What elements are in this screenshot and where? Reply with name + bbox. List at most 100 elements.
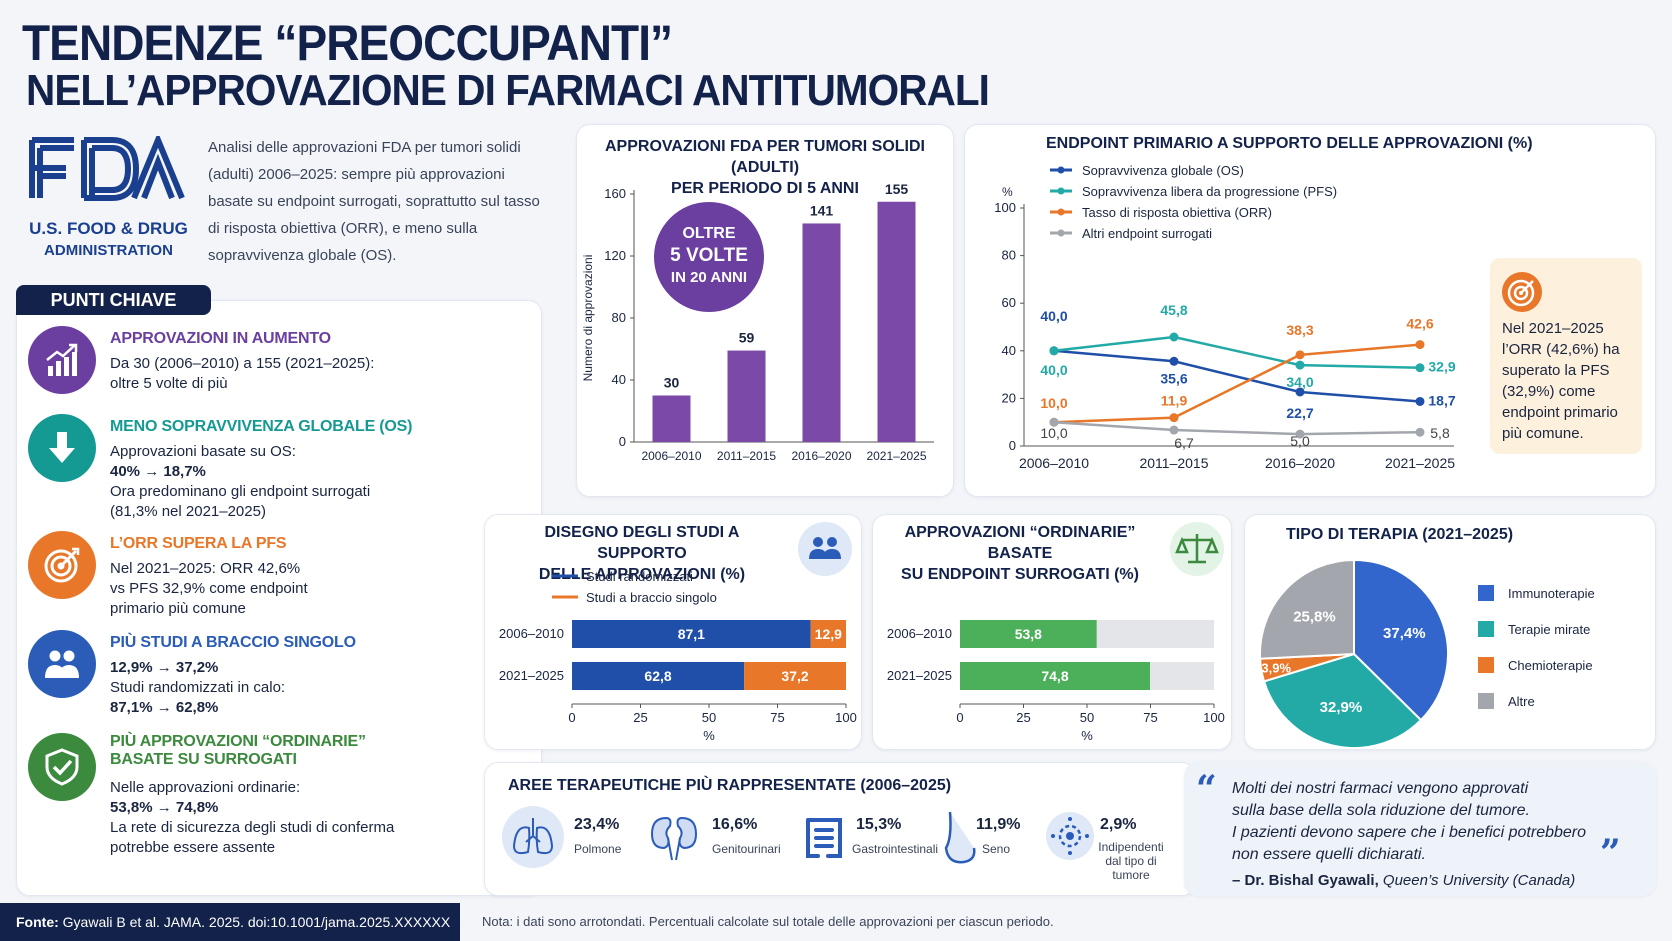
- area-label-breast: Seno: [982, 842, 1011, 856]
- y-tick-label: 0: [619, 434, 626, 449]
- data-point: [1169, 332, 1179, 342]
- kidneys-icon: [648, 810, 700, 866]
- data-point: [1169, 413, 1179, 423]
- legend-swatch: [1478, 693, 1494, 709]
- kp-line: Da 30 (2006–2010) a 155 (2021–2025):: [110, 355, 375, 372]
- areas-title: AREE TERAPEUTICHE PIÙ RAPPRESENTATE (200…: [508, 777, 952, 794]
- data-point: [1295, 360, 1305, 370]
- x-tick-label: 100: [1203, 710, 1225, 725]
- kp-body-os: Approvazioni basate su OS: 40% → 18,7% O…: [110, 442, 430, 522]
- target-icon: [28, 531, 96, 599]
- x-tick-label: 2006–2010: [641, 449, 701, 463]
- design-title-line2: DELLE APPROVAZIONI (%): [538, 566, 746, 583]
- data-point: [1415, 396, 1425, 406]
- x-axis-label: %: [1081, 728, 1093, 743]
- therapy-pie-chart: 37,4% 32,9% 3,9% 25,8% Immunoterapie Terapie …: [1259, 558, 1595, 749]
- data-label: 40,0: [1040, 308, 1067, 324]
- badge-line3: IN 20 ANNI: [670, 269, 748, 286]
- fda-logo: [26, 132, 186, 202]
- slice-label: 37,4%: [1383, 625, 1426, 642]
- badge-line2: 5 VOLTE: [670, 245, 748, 266]
- growth-chart-icon: [28, 326, 96, 394]
- area-label-gu: Genitourinari: [712, 842, 781, 856]
- y-axis-label: Numero di approvazioni: [581, 255, 595, 382]
- bar-value-label: 155: [885, 181, 909, 197]
- bar-value-label: 37,2: [781, 668, 808, 684]
- area-label-gi: Gastrointestinali: [852, 842, 939, 856]
- legend-label: Altri endpoint surrogati: [1082, 226, 1212, 241]
- bar-value-label: 53,8: [1015, 626, 1042, 642]
- legend-label: Studi randomizzati: [586, 569, 693, 584]
- bar-value-label: 141: [810, 202, 834, 218]
- bar-segment: [572, 620, 811, 648]
- bar-value-label: 12,9: [815, 626, 842, 642]
- x-tick-label: 0: [568, 710, 575, 725]
- kp-line: Nel 2021–2025: ORR 42,6%: [110, 560, 301, 577]
- data-label: 10,0: [1040, 395, 1067, 411]
- legend-marker: [1057, 229, 1065, 237]
- approvals-bar-chart: 0 40 80 120 160 Numero di approvazioni 30 2006–…: [581, 181, 934, 463]
- lungs-icon: [502, 806, 564, 868]
- bar: [877, 201, 916, 442]
- data-point: [1169, 356, 1179, 366]
- kp-line: 87,1% → 62,8%: [110, 699, 219, 716]
- x-tick-label: 2011–2015: [717, 449, 777, 463]
- key-points-card: [16, 300, 542, 896]
- quote-close-icon: ”: [1600, 832, 1621, 874]
- y-tick-label: 80: [1002, 248, 1016, 263]
- data-label: 35,6: [1160, 370, 1187, 386]
- y-tick-label: 80: [612, 310, 626, 325]
- kp-line: Nelle approvazioni ordinarie:: [110, 779, 301, 796]
- people-icon: [28, 630, 96, 698]
- quote-author: – Dr. Bishal Gyawali,: [1232, 872, 1379, 889]
- regular-bar-chart: 2006–2010 53,8 2021–2025 74,8 0 25 50 75 100%: [887, 620, 1225, 743]
- y-tick-label: 0: [1009, 438, 1016, 453]
- series-line: [1053, 343, 1421, 424]
- quote-line: I pazienti devono sapere che i benefici …: [1232, 824, 1587, 841]
- kp-body-regular: Nelle approvazioni ordinarie: 53,8% → 74…: [110, 778, 420, 858]
- x-tick-label: 100: [835, 710, 857, 725]
- bar: [802, 223, 841, 442]
- y-tick-label: 100: [994, 200, 1016, 215]
- data-point: [1295, 387, 1305, 397]
- x-tick-label: 50: [1080, 710, 1094, 725]
- pie-slice: [1353, 558, 1449, 722]
- data-label: 40,0: [1040, 362, 1067, 378]
- data-label: 5,8: [1430, 425, 1450, 441]
- footer-source: Fonte: Gyawali B et al. JAMA. 2025. doi:…: [0, 903, 460, 941]
- target-icon: [1502, 272, 1542, 312]
- approvals-title-line1: APPROVAZIONI FDA PER TUMORI SOLIDI (ADUL…: [604, 138, 925, 176]
- area-pct-breast: 11,9%: [976, 816, 1021, 833]
- fda-name-line1: U.S. FOOD & DRUG: [29, 219, 188, 238]
- legend-marker: [1057, 187, 1065, 195]
- bar-value-label: 74,8: [1041, 668, 1068, 684]
- kp-line: Ora predominano gli endpoint surrogati: [110, 483, 371, 500]
- y-tick-label: 20: [1002, 390, 1016, 405]
- area-pct-lung: 23,4%: [574, 816, 620, 833]
- slice-label: 25,8%: [1293, 608, 1336, 625]
- area-label-line2: dal tipo di tumore: [1105, 854, 1157, 882]
- arrow-down-icon: [28, 414, 96, 482]
- y-tick-label: 40: [612, 372, 626, 387]
- kp-head-single-arm: PIÙ STUDI A BRACCIO SINGOLO: [110, 634, 356, 651]
- legend-label: Sopravvivenza globale (OS): [1082, 163, 1244, 178]
- data-label: 32,9: [1428, 359, 1455, 375]
- x-tick-label: 2011–2015: [1139, 455, 1208, 471]
- source-text: Gyawali B et al. JAMA. 2025. doi:10.1001…: [62, 914, 451, 930]
- kp-head-line2: BASATE SU SURROGATI: [110, 751, 297, 768]
- slice-label: 32,9%: [1320, 699, 1363, 716]
- page-title-line2: NELL’APPROVAZIONE DI FARMACI ANTITUMORAL…: [26, 66, 990, 115]
- area-pct-agnostic: 2,9%: [1100, 816, 1137, 833]
- footer-note: Nota: i dati sono arrotondati. Percentua…: [482, 914, 1054, 929]
- scales-icon: [1170, 522, 1224, 576]
- kp-head-orr: L’ORR SUPERA LA PFS: [110, 535, 287, 552]
- kp-body-orr: Nel 2021–2025: ORR 42,6% vs PFS 32,9% co…: [110, 559, 430, 619]
- quote-line: Molti dei nostri farmaci vengono approva…: [1232, 780, 1529, 797]
- y-tick-label: 120: [604, 248, 626, 263]
- quote-line: non essere quelli dichiarati.: [1232, 846, 1426, 863]
- quote-text: Molti dei nostri farmaci vengono approva…: [1232, 778, 1622, 866]
- area-label-lung: Polmone: [574, 842, 622, 856]
- kp-head-regular: PIÙ APPROVAZIONI “ORDINARIE” BASATE SU S…: [110, 733, 366, 769]
- quote-open-icon: “: [1196, 768, 1217, 810]
- x-axis-label: %: [703, 728, 715, 743]
